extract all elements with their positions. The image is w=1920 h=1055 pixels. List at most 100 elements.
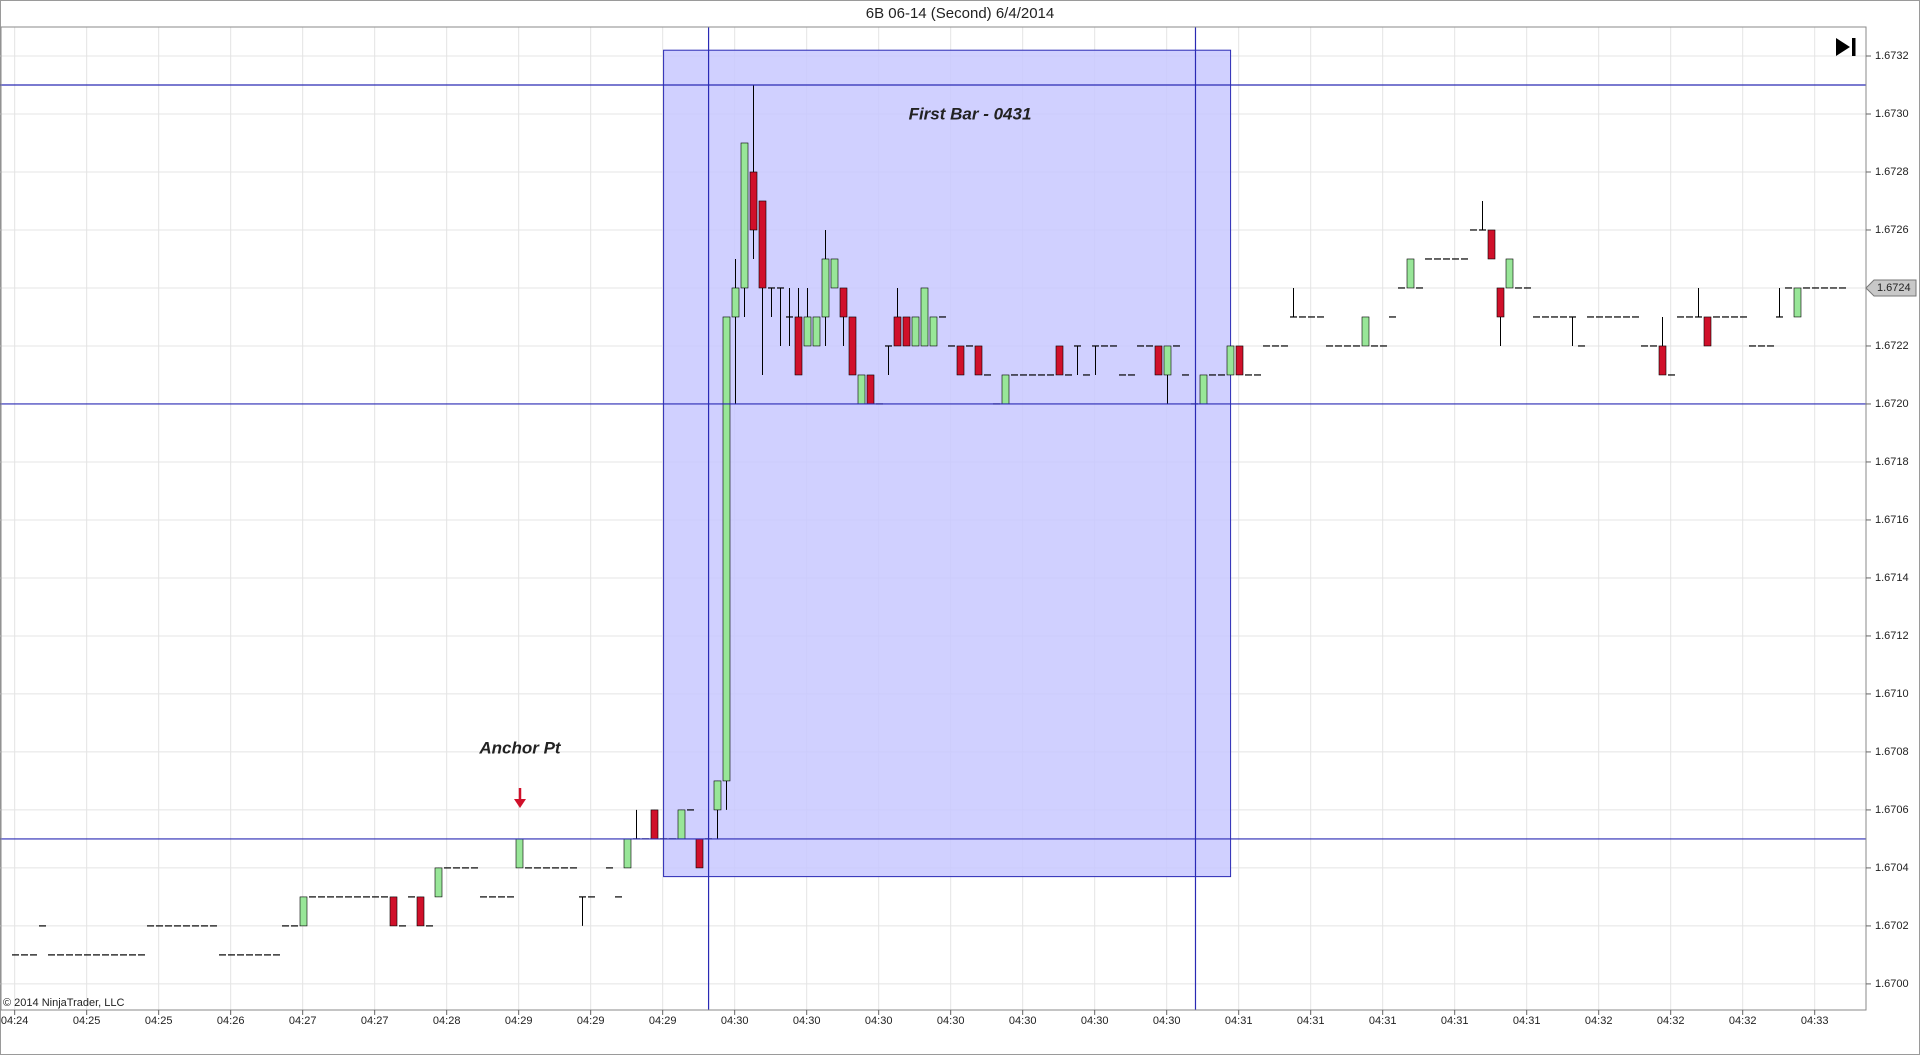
y-tick-label: 1.6708: [1875, 746, 1909, 758]
anchor-arrow: [514, 788, 526, 808]
x-tick-label: 04:30: [1009, 1015, 1037, 1027]
candle-body: [1793, 287, 1802, 318]
candle-body: [803, 316, 812, 347]
x-tick-label: 04:31: [1441, 1015, 1469, 1027]
candle-body: [1154, 345, 1163, 376]
candle-body: [713, 780, 722, 811]
candle-body: [740, 142, 749, 289]
x-tick-label: 04:33: [1801, 1015, 1829, 1027]
candle-body: [515, 838, 524, 869]
x-tick-label: 04:30: [793, 1015, 821, 1027]
x-tick-label: 04:30: [1153, 1015, 1181, 1027]
candle-body: [416, 896, 425, 927]
x-tick-label: 04:25: [145, 1015, 173, 1027]
candle-body: [389, 896, 398, 927]
candle-body: [1235, 345, 1244, 376]
go-to-end-button[interactable]: [1836, 38, 1856, 56]
y-tick-label: 1.6732: [1875, 50, 1909, 62]
candle-body: [902, 316, 911, 347]
candle-body: [956, 345, 965, 376]
y-tick-label: 1.6704: [1875, 862, 1909, 874]
candle-body: [848, 316, 857, 376]
candle-body: [749, 171, 758, 231]
x-tick-label: 04:30: [721, 1015, 749, 1027]
x-tick-label: 04:26: [217, 1015, 245, 1027]
candle-body: [830, 258, 839, 289]
candle-body: [1496, 287, 1505, 318]
candle-body: [794, 316, 803, 376]
x-tick-label: 04:28: [433, 1015, 461, 1027]
last-price-tag: [1865, 279, 1917, 297]
candle-body: [1163, 345, 1172, 376]
y-tick-label: 1.6714: [1875, 572, 1909, 584]
candle-body: [758, 200, 767, 289]
candle-body: [1703, 316, 1712, 347]
candle-body: [1505, 258, 1514, 289]
y-tick-label: 1.6718: [1875, 456, 1909, 468]
y-tick-label: 1.6702: [1875, 920, 1909, 932]
candle-body: [299, 896, 308, 927]
candle-body: [1406, 258, 1415, 289]
annotation: Anchor Pt: [478, 738, 562, 757]
y-tick-label: 1.6722: [1875, 340, 1909, 352]
x-tick-label: 04:29: [505, 1015, 533, 1027]
x-tick-label: 04:31: [1297, 1015, 1325, 1027]
candle-body: [929, 316, 938, 347]
plot-frame: [0, 26, 1867, 1011]
x-tick-label: 04:31: [1225, 1015, 1253, 1027]
plot-area: [0, 27, 1866, 1010]
end-bar-icon[interactable]: [1852, 38, 1856, 56]
x-tick-label: 04:29: [649, 1015, 677, 1027]
chart-title: 6B 06-14 (Second) 6/4/2014: [866, 5, 1054, 22]
candle-body: [857, 374, 866, 405]
candle-body: [722, 316, 731, 782]
y-tick-label: 1.6710: [1875, 688, 1909, 700]
candle-body: [623, 838, 632, 869]
x-tick-label: 04:24: [1, 1015, 29, 1027]
x-tick-label: 04:27: [289, 1015, 317, 1027]
annotation: First Bar - 0431: [909, 104, 1032, 123]
x-tick-label: 04:30: [937, 1015, 965, 1027]
y-tick-label: 1.6726: [1875, 224, 1909, 236]
y-tick-label: 1.6716: [1875, 514, 1909, 526]
candle-body: [1001, 374, 1010, 405]
candle-body: [434, 867, 443, 898]
x-tick-label: 04:25: [73, 1015, 101, 1027]
candle-body: [1199, 374, 1208, 405]
y-tick-label: 1.6712: [1875, 630, 1909, 642]
x-tick-label: 04:32: [1585, 1015, 1613, 1027]
x-tick-label: 04:27: [361, 1015, 389, 1027]
y-tick-label: 1.6720: [1875, 398, 1909, 410]
candle-body: [731, 287, 740, 318]
x-tick-label: 04:32: [1657, 1015, 1685, 1027]
candle-body: [812, 316, 821, 347]
last-price-label: 1.6724: [1877, 282, 1911, 294]
x-tick-label: 04:32: [1729, 1015, 1757, 1027]
candle-body: [974, 345, 983, 376]
candle-body: [1487, 229, 1496, 260]
candle-body: [920, 287, 929, 347]
x-tick-label: 04:30: [865, 1015, 893, 1027]
candle-body: [1658, 345, 1667, 376]
candle-body: [893, 316, 902, 347]
x-tick-label: 04:30: [1081, 1015, 1109, 1027]
candle-body: [1361, 316, 1370, 347]
highlight-zone: [663, 49, 1232, 878]
candle-body: [695, 838, 704, 869]
candle-body: [821, 258, 830, 318]
candle-body: [911, 316, 920, 347]
candle-body: [650, 809, 659, 840]
candle-body: [1226, 345, 1235, 376]
candle-body: [839, 287, 848, 318]
y-tick-label: 1.6700: [1875, 978, 1909, 990]
y-tick-label: 1.6730: [1875, 108, 1909, 120]
arrow-head: [514, 799, 526, 808]
play-icon[interactable]: [1836, 38, 1850, 56]
y-tick-label: 1.6706: [1875, 804, 1909, 816]
candle-body: [1055, 345, 1064, 376]
y-tick-label: 1.6728: [1875, 166, 1909, 178]
copyright: © 2014 NinjaTrader, LLC: [3, 997, 124, 1009]
candle-body: [677, 809, 686, 840]
candle-body: [866, 374, 875, 405]
